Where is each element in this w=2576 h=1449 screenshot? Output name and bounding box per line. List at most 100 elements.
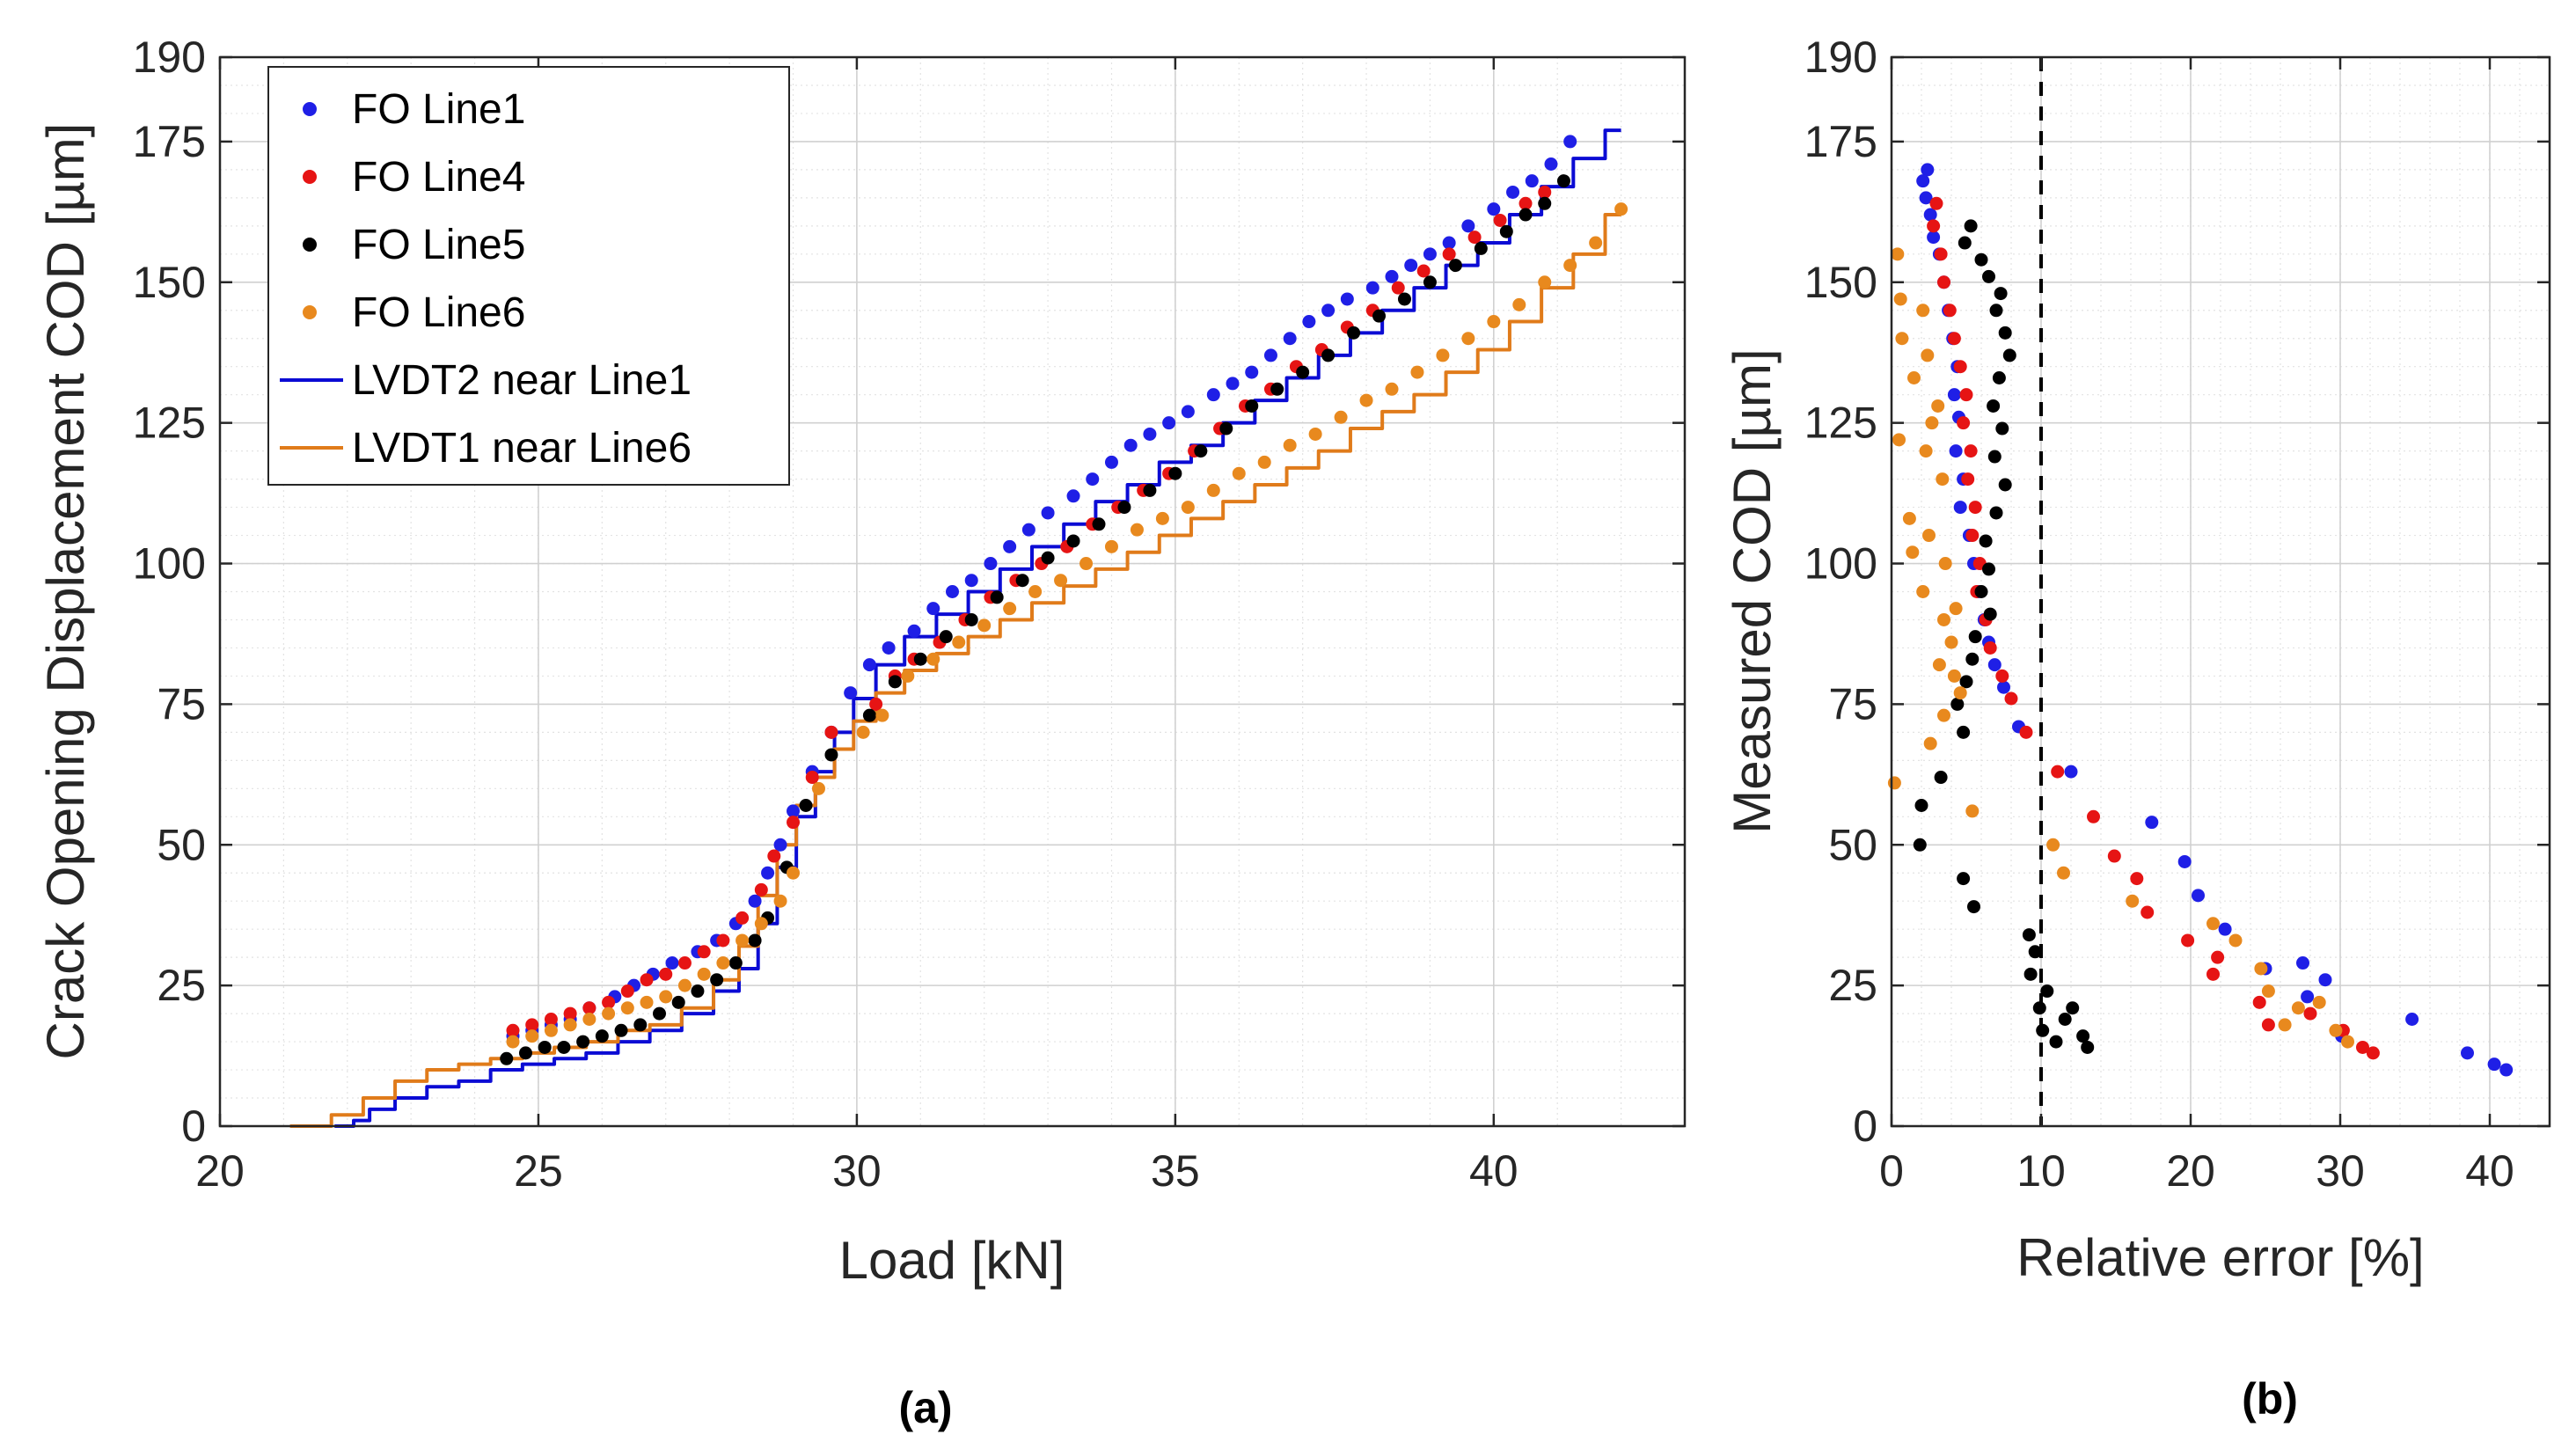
legend-label-fo-line1: FO Line1 bbox=[352, 86, 525, 133]
point-fo-line1-a bbox=[1487, 202, 1501, 216]
point-fo-line5-b bbox=[1965, 652, 1980, 666]
point-fo-line6-a bbox=[640, 995, 654, 1009]
point-fo-line6-b bbox=[1916, 585, 1930, 598]
point-fo-line4-b bbox=[1947, 332, 1961, 346]
point-fo-line6-b bbox=[1902, 511, 1916, 525]
point-fo-line5-b bbox=[1950, 697, 1965, 711]
point-fo-line4-a bbox=[640, 973, 654, 987]
point-fo-line5-a bbox=[518, 1046, 532, 1060]
y-tick-label-b: 75 bbox=[1828, 679, 1877, 728]
point-fo-line6-b bbox=[1923, 736, 1937, 750]
point-fo-line6-a bbox=[773, 894, 787, 908]
point-fo-line1-a bbox=[1340, 292, 1354, 306]
point-fo-line5-b bbox=[1992, 371, 2006, 384]
point-fo-line4-b bbox=[2087, 809, 2100, 823]
point-fo-line6-a bbox=[754, 917, 768, 931]
point-fo-line5-a bbox=[1015, 574, 1029, 588]
point-fo-line1-a bbox=[1021, 523, 1036, 537]
point-fo-line5-b bbox=[2049, 1035, 2063, 1049]
point-fo-line6-b bbox=[2057, 866, 2070, 880]
point-fo-line4-b bbox=[2211, 950, 2225, 964]
point-fo-line1-b bbox=[1949, 444, 1963, 458]
point-fo-line6-b bbox=[1937, 708, 1950, 722]
point-fo-line6-b bbox=[1936, 472, 1950, 487]
point-fo-line4-a bbox=[716, 933, 730, 948]
point-fo-line4-b bbox=[1961, 472, 1975, 487]
point-fo-line4-b bbox=[1964, 444, 1978, 458]
point-fo-line4-b bbox=[2366, 1046, 2380, 1060]
point-fo-line5-a bbox=[691, 984, 705, 999]
point-fo-line4-a bbox=[1493, 213, 1507, 227]
point-fo-line1-a bbox=[1544, 157, 1558, 171]
point-fo-line6-b bbox=[2341, 1035, 2354, 1049]
point-fo-line6-b bbox=[1932, 658, 1946, 672]
point-fo-line5-a bbox=[614, 1023, 628, 1037]
y-tick-label-b: 175 bbox=[1804, 117, 1877, 166]
point-fo-line5-a bbox=[824, 748, 838, 762]
point-fo-line1-b bbox=[2177, 854, 2192, 868]
point-fo-line5-b bbox=[1979, 534, 1993, 548]
point-fo-line6-a bbox=[1155, 511, 1169, 525]
point-fo-line6-a bbox=[1359, 393, 1373, 407]
x-tick-label-a: 40 bbox=[1469, 1146, 1519, 1196]
point-fo-line5-a bbox=[1372, 309, 1387, 323]
point-fo-line1-a bbox=[984, 557, 998, 571]
ticks-b: 0 10 20 30 40 0 25 50 75 100 125 150 175 190 bbox=[1804, 33, 2550, 1196]
point-fo-line1-a bbox=[926, 602, 940, 616]
point-fo-line5-b bbox=[1958, 236, 1972, 250]
point-fo-line1-a bbox=[1066, 489, 1080, 503]
y-tick-label-a: 50 bbox=[157, 820, 206, 869]
point-fo-line1-a bbox=[1506, 185, 1520, 199]
point-fo-line6-a bbox=[735, 933, 750, 948]
point-fo-line1-a bbox=[773, 838, 787, 852]
point-fo-line5-a bbox=[633, 1018, 648, 1032]
point-fo-line5-a bbox=[964, 612, 978, 626]
point-fo-line6-a bbox=[659, 990, 673, 1004]
point-fo-line4-a bbox=[525, 1018, 539, 1032]
point-fo-line5-b bbox=[2066, 1001, 2080, 1015]
point-fo-line4-a bbox=[754, 882, 768, 896]
point-fo-line1-b bbox=[1923, 208, 1937, 222]
point-fo-line4-a bbox=[767, 849, 781, 863]
point-fo-line6-b bbox=[2291, 1001, 2305, 1015]
point-fo-line1-a bbox=[1143, 427, 1157, 441]
point-fo-line4-a bbox=[1519, 196, 1533, 210]
point-fo-line4-a bbox=[659, 967, 673, 981]
point-fo-line1-b bbox=[2318, 973, 2332, 987]
point-fo-line5-b bbox=[2022, 928, 2036, 942]
point-fo-line1-a bbox=[1563, 135, 1577, 149]
y-tick-label-a: 0 bbox=[181, 1101, 206, 1151]
point-fo-line4-b bbox=[2261, 1018, 2275, 1032]
y-tick-label-a: 100 bbox=[133, 539, 206, 589]
point-fo-line6-a bbox=[1283, 438, 1297, 452]
point-fo-line4-a bbox=[563, 1006, 577, 1021]
point-fo-line5-a bbox=[1397, 292, 1411, 306]
point-fo-line4-b bbox=[1953, 360, 1967, 374]
point-fo-line1-a bbox=[1461, 219, 1475, 233]
point-fo-line1-b bbox=[1919, 191, 1933, 205]
point-fo-line4-a bbox=[544, 1013, 558, 1026]
point-fo-line5-a bbox=[1296, 365, 1310, 379]
point-fo-line1-b bbox=[1947, 388, 1961, 402]
point-fo-line5-a bbox=[1117, 501, 1131, 515]
point-fo-line4-b bbox=[1959, 388, 1973, 402]
legend-label-lvdt2: LVDT2 near Line1 bbox=[352, 357, 692, 404]
point-fo-line5-a bbox=[728, 956, 743, 970]
point-fo-line1-a bbox=[665, 956, 679, 970]
point-fo-line6-a bbox=[1563, 259, 1577, 273]
legend-label-fo-line6: FO Line6 bbox=[352, 289, 525, 336]
point-fo-line6-b bbox=[1947, 669, 1961, 683]
point-fo-line4-b bbox=[1965, 529, 1980, 543]
point-fo-line1-a bbox=[1442, 236, 1456, 250]
y-tick-label-a: 190 bbox=[133, 33, 206, 82]
point-fo-line5-a bbox=[500, 1051, 514, 1065]
point-fo-line5-a bbox=[1194, 444, 1208, 458]
y-tick-label-b: 100 bbox=[1804, 539, 1877, 589]
point-fo-line6-b bbox=[1937, 612, 1950, 626]
point-fo-line4-a bbox=[506, 1023, 520, 1037]
legend-item-fo-line6: FO Line6 bbox=[303, 289, 525, 336]
point-fo-line6-b bbox=[1893, 292, 1907, 306]
point-fo-line6-a bbox=[1130, 523, 1144, 537]
point-fo-line5-a bbox=[1143, 483, 1157, 497]
point-fo-line1-a bbox=[748, 894, 762, 908]
